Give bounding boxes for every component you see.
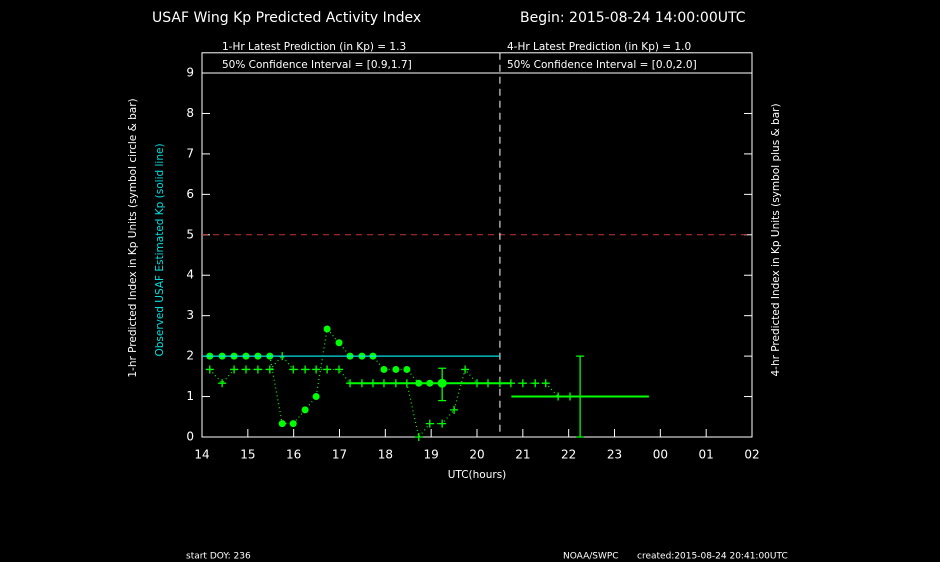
plus-point bbox=[461, 365, 470, 374]
x-tick-label: 00 bbox=[653, 448, 668, 462]
x-tick-label: 01 bbox=[699, 448, 714, 462]
y-tick-label: 6 bbox=[186, 187, 194, 201]
annotation: 1-Hr Latest Prediction (in Kp) = 1.3 bbox=[222, 41, 406, 53]
error-bar bbox=[576, 355, 585, 438]
y-tick-label: 2 bbox=[186, 349, 194, 363]
plus-point bbox=[242, 365, 250, 374]
chart-subtitle: Begin: 2015-08-24 14:00:00UTC bbox=[520, 10, 746, 26]
plus-point bbox=[541, 379, 550, 388]
x-tick-label: 21 bbox=[515, 448, 530, 462]
latest-point bbox=[437, 378, 447, 388]
annotation: 50% Confidence Interval = [0.9,1.7] bbox=[222, 59, 412, 71]
x-tick-label: 14 bbox=[194, 448, 209, 462]
circle-point bbox=[335, 339, 343, 347]
plus-point bbox=[438, 419, 447, 428]
plus-point bbox=[414, 433, 423, 441]
plus-point bbox=[218, 379, 227, 388]
x-tick-label: 17 bbox=[332, 448, 347, 462]
y-axis-label-observed: Observed USAF Estimated Kp (solid line) bbox=[154, 143, 166, 356]
x-tick-label: 20 bbox=[469, 448, 484, 462]
y-tick-label: 0 bbox=[186, 430, 194, 444]
y-tick-label: 4 bbox=[186, 268, 194, 282]
circle-point bbox=[323, 325, 331, 333]
y-tick-label: 9 bbox=[186, 66, 194, 80]
circle-point bbox=[392, 365, 400, 373]
x-axis-label: UTC(hours) bbox=[448, 469, 507, 481]
x-tick-label: 18 bbox=[378, 448, 393, 462]
plus-point bbox=[450, 405, 459, 414]
plus-point bbox=[323, 365, 332, 374]
plus-point bbox=[335, 365, 344, 374]
plus-point bbox=[253, 365, 262, 374]
y-axis-label: 1-hr Predicted Index in Kp Units (symbol… bbox=[127, 98, 139, 377]
circle-point bbox=[380, 365, 388, 373]
plus-point bbox=[518, 379, 527, 388]
plus-point bbox=[531, 379, 540, 388]
y-tick-label: 5 bbox=[186, 227, 194, 241]
plus-point bbox=[205, 365, 214, 374]
circle-point bbox=[301, 406, 309, 414]
footer: start DOY: 236 bbox=[186, 552, 251, 562]
x-tick-label: 22 bbox=[561, 448, 576, 462]
circle-point bbox=[403, 365, 411, 373]
y-tick-label: 8 bbox=[186, 106, 194, 120]
chart-title: USAF Wing Kp Predicted Activity Index bbox=[152, 10, 421, 26]
circle-point bbox=[312, 393, 320, 401]
circle-point bbox=[289, 420, 297, 428]
plus-point bbox=[301, 365, 310, 374]
footer: created:2015-08-24 20:41:00UTC bbox=[637, 552, 788, 562]
x-tick-label: 16 bbox=[286, 448, 301, 462]
circle-point bbox=[278, 420, 286, 428]
x-tick-label: 15 bbox=[240, 448, 255, 462]
annotation: 50% Confidence Interval = [0.0,2.0] bbox=[507, 59, 697, 71]
y-tick-label: 1 bbox=[186, 389, 194, 403]
plus-point bbox=[230, 365, 239, 374]
y2-axis-label: 4-hr Predicted Index in Kp Units (symbol… bbox=[770, 103, 782, 376]
x-tick-label: 23 bbox=[607, 448, 622, 462]
x-tick-label: 19 bbox=[424, 448, 439, 462]
footer: NOAA/SWPC bbox=[563, 552, 619, 562]
x-tick-label: 02 bbox=[744, 448, 759, 462]
y-tick-label: 7 bbox=[186, 146, 194, 160]
plus-point bbox=[312, 365, 321, 374]
plus-point bbox=[265, 365, 274, 374]
y-tick-label: 3 bbox=[186, 308, 194, 322]
annotation: 4-Hr Latest Prediction (in Kp) = 1.0 bbox=[507, 41, 691, 53]
plus-point bbox=[425, 419, 434, 428]
plus-point bbox=[289, 365, 298, 374]
